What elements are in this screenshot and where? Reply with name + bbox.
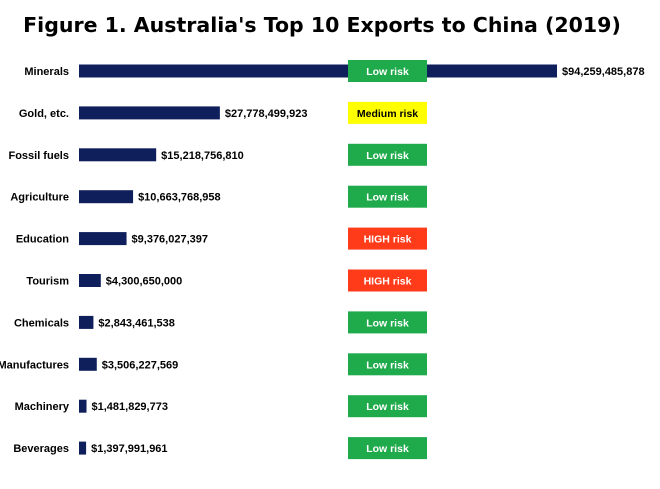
category-label-gold-etc: Gold, etc.	[19, 108, 69, 120]
value-label-minerals: $94,259,485,878	[562, 66, 645, 78]
bar-agriculture	[79, 190, 134, 204]
risk-badges-group: Low risk Medium risk Low risk Low risk HIGH …	[348, 60, 427, 460]
chart-title: Figure 1. Australia's Top 10 Exports to …	[23, 13, 621, 37]
risk-badge-minerals	[348, 60, 427, 82]
risk-badge-education	[348, 227, 427, 250]
risk-label-tourism: HIGH risk	[364, 276, 412, 288]
risk-badge-manufactures	[348, 353, 427, 376]
value-label-agriculture: $10,663,768,958	[138, 192, 221, 204]
bar-machinery	[79, 399, 87, 413]
risk-label-fossil-fuels: Low risk	[366, 150, 409, 162]
risk-label-beverages: Low risk	[366, 443, 409, 455]
risk-label-chemicals: Low risk	[366, 317, 409, 329]
category-label-tourism: Tourism	[26, 276, 69, 288]
bars-group: Minerals $94,259,485,878 Gold, etc. $27,778…	[0, 64, 645, 455]
bar-chemicals	[79, 315, 94, 329]
category-label-minerals: Minerals	[24, 66, 69, 78]
category-label-manufactures: Manufactures	[0, 359, 69, 371]
value-label-machinery: $1,481,829,773	[92, 401, 168, 413]
risk-label-machinery: Low risk	[366, 401, 409, 413]
category-label-fossil-fuels: Fossil fuels	[8, 150, 69, 162]
value-label-manufactures: $3,506,227,569	[102, 359, 178, 371]
value-label-gold-etc: $27,778,499,923	[225, 108, 308, 120]
risk-label-gold-etc: Medium risk	[357, 108, 418, 120]
risk-badge-agriculture	[348, 185, 427, 208]
bar-gold-etc	[79, 106, 220, 120]
category-label-machinery: Machinery	[15, 401, 70, 413]
risk-badge-beverages	[348, 437, 427, 460]
value-label-beverages: $1,397,991,961	[91, 443, 167, 455]
bar-minerals	[79, 64, 557, 78]
bar-tourism	[79, 274, 101, 287]
category-label-education: Education	[16, 234, 69, 246]
value-label-chemicals: $2,843,461,538	[98, 317, 174, 329]
risk-label-education: HIGH risk	[364, 234, 412, 246]
bar-manufactures	[79, 357, 97, 371]
risk-label-manufactures: Low risk	[366, 359, 409, 371]
value-label-education: $9,376,027,397	[132, 234, 208, 246]
bar-fossil-fuels	[79, 148, 157, 162]
risk-badge-chemicals	[348, 311, 427, 334]
risk-badge-fossil-fuels	[348, 143, 427, 166]
risk-label-agriculture: Low risk	[366, 192, 409, 204]
category-label-agriculture: Agriculture	[10, 192, 69, 204]
value-label-tourism: $4,300,650,000	[106, 276, 182, 288]
risk-label-minerals: Low risk	[366, 66, 409, 78]
risk-badge-tourism	[348, 269, 427, 292]
bar-education	[79, 232, 127, 246]
bar-beverages	[79, 441, 87, 455]
category-label-beverages: Beverages	[13, 443, 69, 455]
category-label-chemicals: Chemicals	[14, 317, 69, 329]
value-label-fossil-fuels: $15,218,756,810	[161, 150, 244, 162]
risk-badge-machinery	[348, 395, 427, 418]
risk-badge-gold-etc	[348, 101, 427, 124]
